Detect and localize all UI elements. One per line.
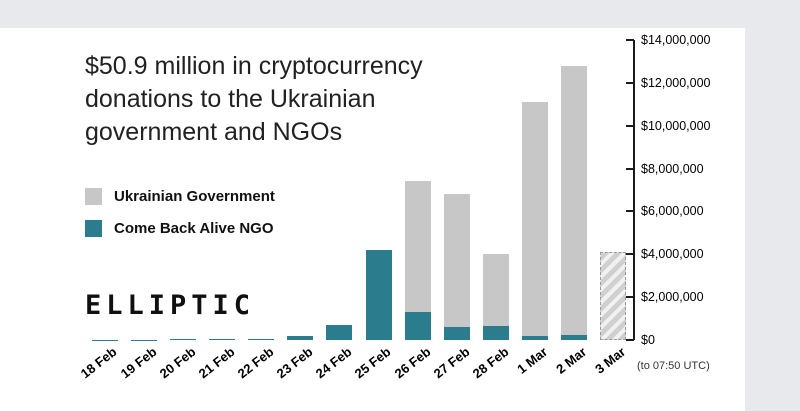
y-tick-label: $0 (641, 332, 655, 348)
x-axis-label: 25 Feb (352, 344, 394, 381)
x-axis-label: 2 Mar (554, 344, 590, 377)
bar-come-back-alive-ngo (287, 336, 313, 340)
bar-come-back-alive-ngo (326, 325, 352, 340)
bar-ukrainian-government (444, 194, 470, 327)
y-tick-label: $4,000,000 (641, 246, 704, 262)
x-axis-label: 26 Feb (391, 344, 433, 381)
x-axis-label: 19 Feb (117, 344, 159, 381)
bar-slot-19-feb (124, 40, 163, 340)
y-tick-mark (626, 296, 634, 298)
bar-slot-20-feb (163, 40, 202, 340)
partial-day-note: (to 07:50 UTC) (637, 360, 710, 372)
y-tick-mark (626, 82, 634, 84)
bar-come-back-alive-ngo (405, 312, 431, 340)
y-tick-label: $2,000,000 (641, 289, 704, 305)
bar-come-back-alive-ngo (209, 339, 235, 340)
bar-slot-28-feb (476, 40, 515, 340)
bar-slot-23-feb (281, 40, 320, 340)
bar-slot-22-feb (242, 40, 281, 340)
y-tick-mark (626, 339, 634, 341)
bar-come-back-alive-ngo (561, 335, 587, 340)
bar-come-back-alive-ngo (170, 339, 196, 340)
bar-slot-26-feb (398, 40, 437, 340)
x-axis-label: 22 Feb (235, 344, 277, 381)
x-axis-label: 20 Feb (156, 344, 198, 381)
bar-ukrainian-government (522, 102, 548, 336)
x-axis-label: 21 Feb (196, 344, 238, 381)
y-tick-label: $6,000,000 (641, 203, 704, 219)
page-top-margin (0, 0, 800, 28)
y-tick-mark (626, 125, 634, 127)
y-tick-mark (626, 210, 634, 212)
x-axis-label: 23 Feb (274, 344, 316, 381)
bar-ukrainian-government (561, 66, 587, 335)
y-tick-mark (626, 168, 634, 170)
chart-card: $50.9 million in cryptocurrency donation… (0, 28, 745, 411)
bar-slot-1-mar (516, 40, 555, 340)
bar-slot-27-feb (437, 40, 476, 340)
bar-come-back-alive-ngo (522, 336, 548, 340)
bar-come-back-alive-ngo (444, 327, 470, 340)
x-axis-label: 3 Mar (593, 344, 629, 377)
plot-area (85, 40, 633, 340)
x-axis-label: 27 Feb (430, 344, 472, 381)
bar-slot-18-feb (85, 40, 124, 340)
x-axis-label: 1 Mar (514, 344, 550, 377)
x-axis-label: 24 Feb (313, 344, 355, 381)
x-axis-labels: 18 Feb19 Feb20 Feb21 Feb22 Feb23 Feb24 F… (85, 344, 633, 406)
bar-slot-24-feb (320, 40, 359, 340)
bar-ukrainian-government (483, 254, 509, 326)
bar-slot-2-mar (555, 40, 594, 340)
y-tick-mark (626, 253, 634, 255)
bar-come-back-alive-ngo (248, 339, 274, 340)
y-axis-line (633, 40, 635, 340)
y-tick-label: $12,000,000 (641, 75, 711, 91)
y-tick-label: $10,000,000 (641, 118, 711, 134)
bar-slot-25-feb (359, 40, 398, 340)
y-tick-label: $14,000,000 (641, 32, 711, 48)
bar-partial-day (600, 252, 626, 340)
x-axis-label: 18 Feb (78, 344, 120, 381)
bar-come-back-alive-ngo (366, 250, 392, 340)
y-axis: $0$2,000,000$4,000,000$6,000,000$8,000,0… (626, 40, 745, 340)
bar-ukrainian-government (405, 181, 431, 312)
bar-come-back-alive-ngo (483, 326, 509, 340)
y-tick-mark (626, 39, 634, 41)
x-axis-label: 28 Feb (470, 344, 512, 381)
page-right-margin (745, 0, 800, 411)
bar-slot-21-feb (202, 40, 241, 340)
page: $50.9 million in cryptocurrency donation… (0, 0, 800, 411)
y-tick-label: $8,000,000 (641, 161, 704, 177)
